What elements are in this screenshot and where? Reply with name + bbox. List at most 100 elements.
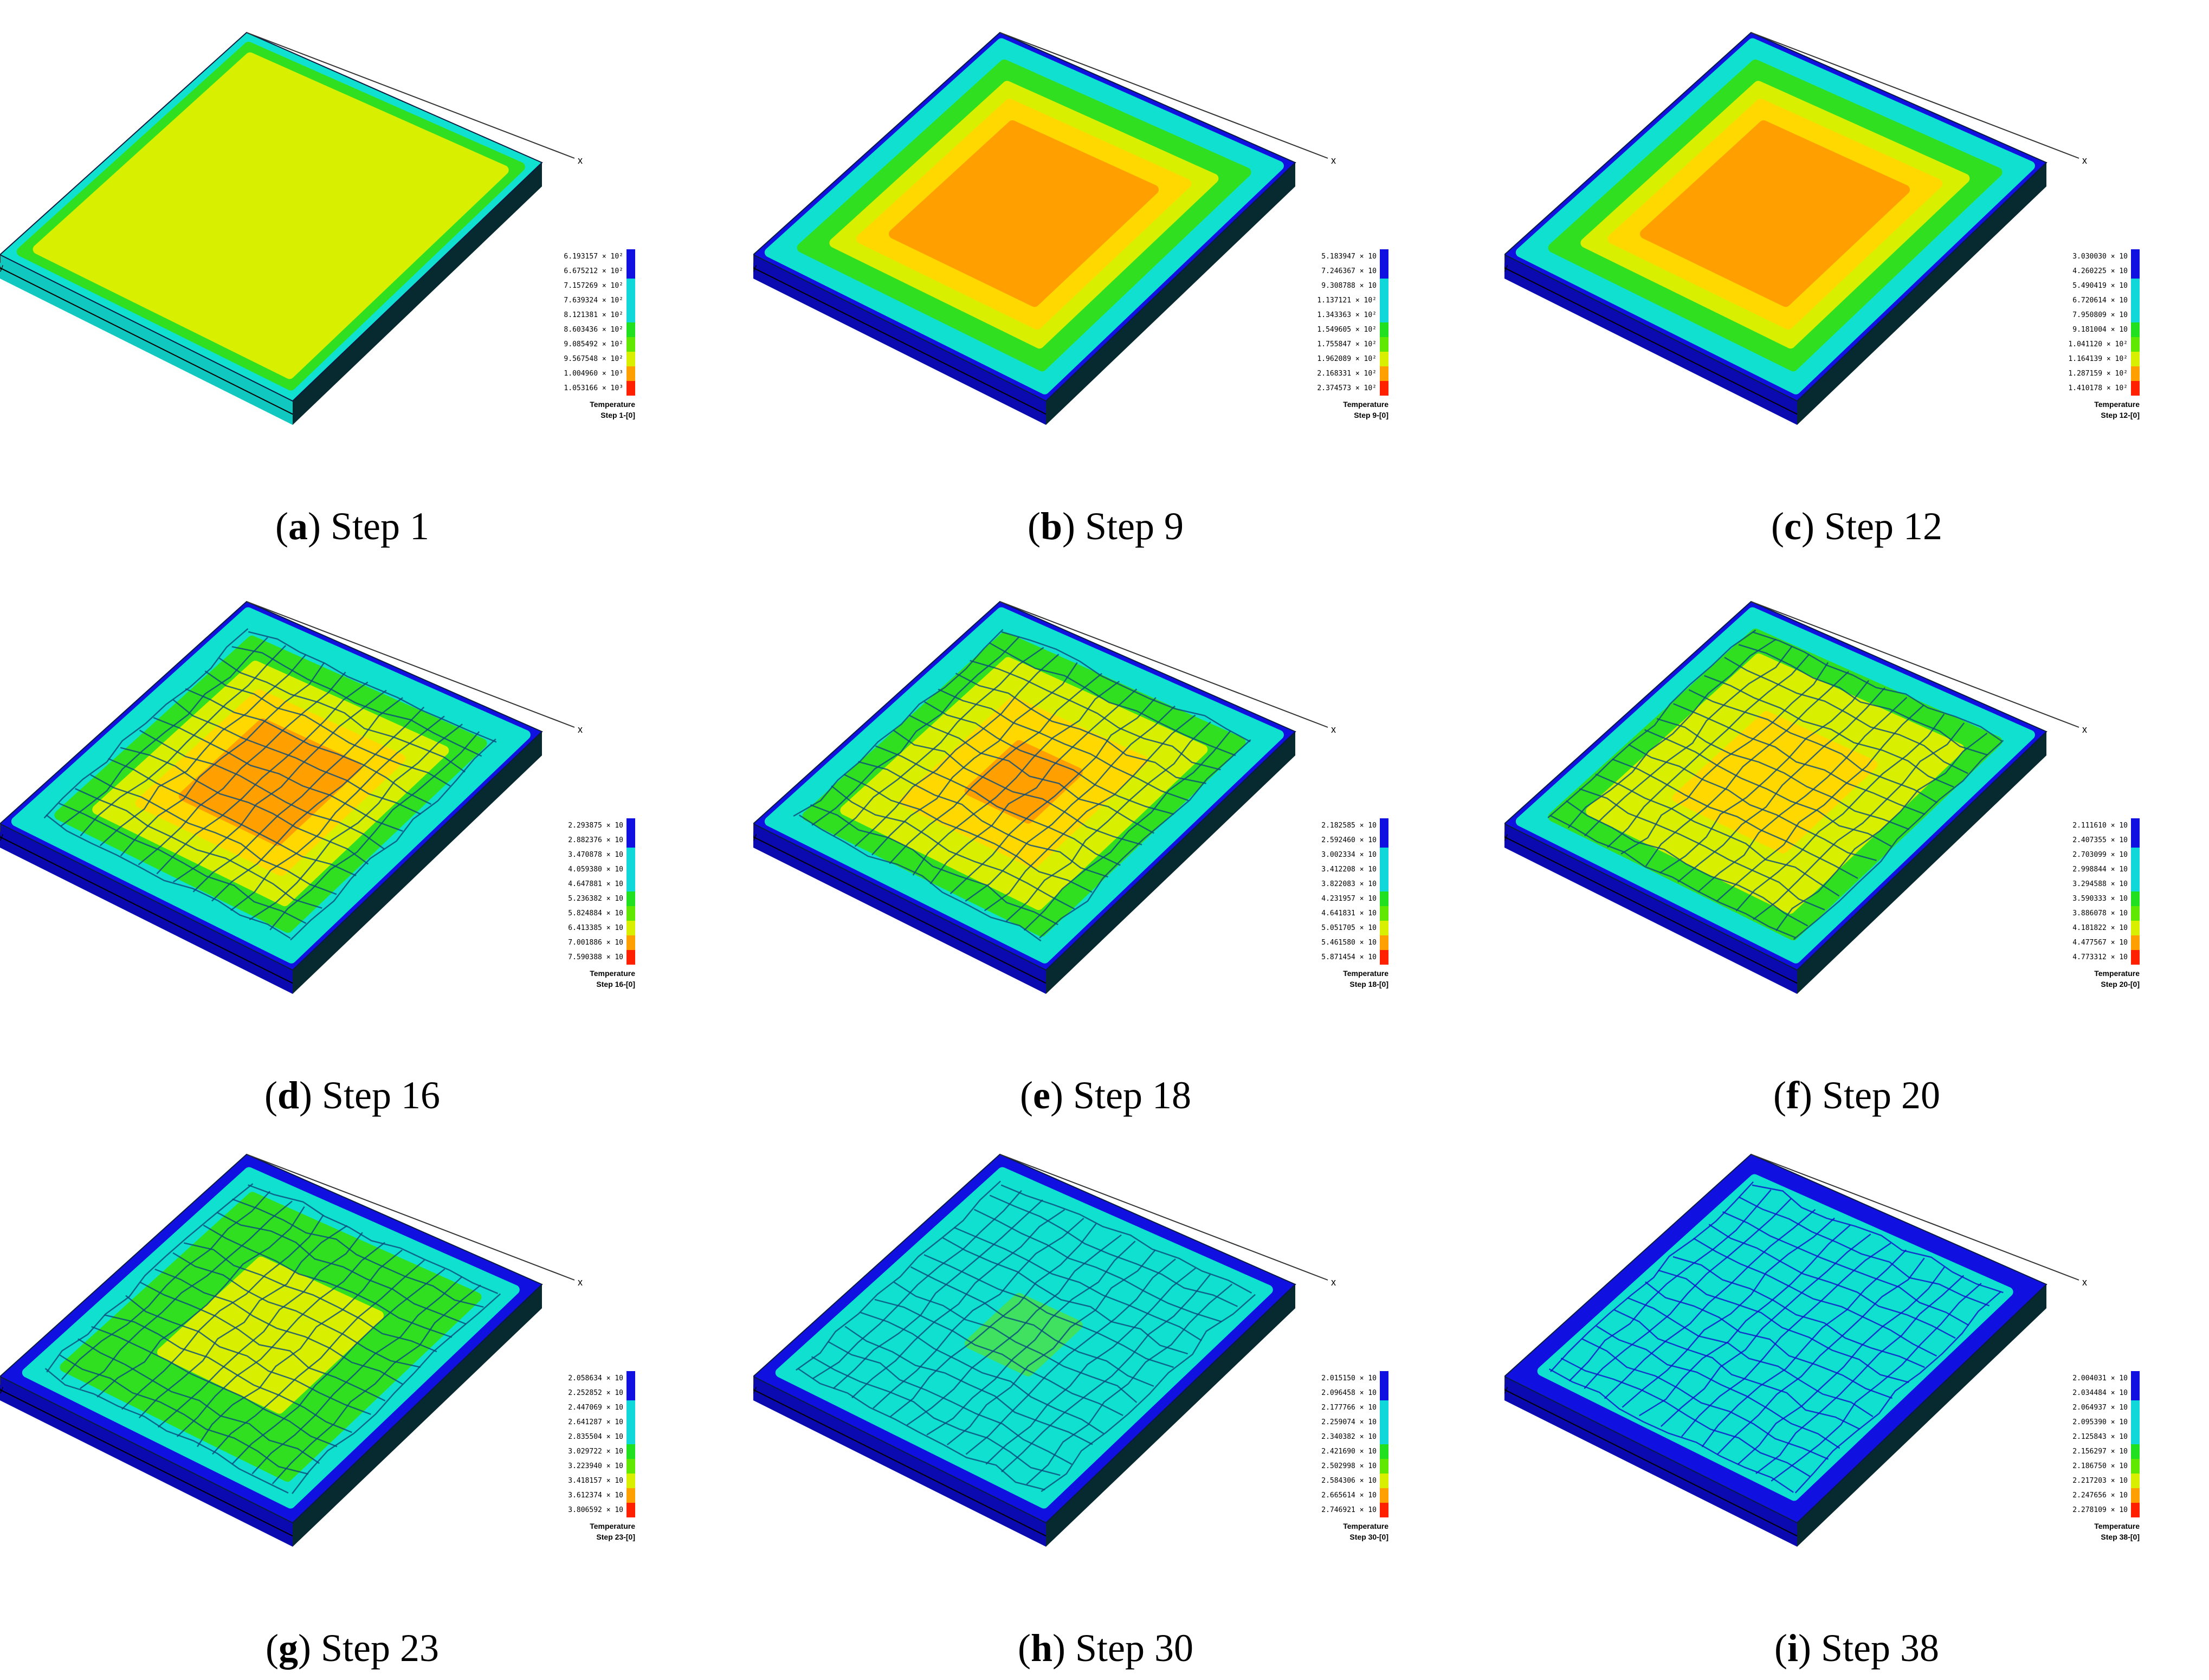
panel-caption-text: ) Step 23 bbox=[298, 1626, 439, 1670]
crack-network bbox=[44, 1183, 501, 1494]
legend-swatch bbox=[2131, 862, 2140, 877]
legend-value: 2.447069 × 10 bbox=[568, 1404, 623, 1412]
legend-value: 9.181004 × 10 bbox=[2072, 326, 2128, 334]
panel-f: x y 2.111610 × 10 2.407355 × 10 2.703099 × 1… bbox=[1504, 585, 2209, 1127]
legend-swatch bbox=[2131, 950, 2140, 965]
legend-value: 2.293875 × 10 bbox=[568, 822, 623, 830]
legend-value: 2.407355 × 10 bbox=[2072, 836, 2128, 844]
legend-row: 2.217203 × 10 bbox=[2052, 1474, 2144, 1488]
y-axis-marker: y bbox=[753, 1385, 757, 1394]
legend-swatch bbox=[2131, 322, 2140, 337]
plate-right-side bbox=[1797, 163, 2046, 425]
plate-front-side bbox=[753, 1377, 1046, 1547]
temperature-zone-2 bbox=[33, 52, 509, 379]
plate-right-side bbox=[293, 732, 542, 994]
legend-swatch bbox=[1380, 906, 1388, 921]
plate-layer-seam bbox=[1504, 1389, 1798, 1537]
legend-step: Step 16-[0] bbox=[596, 980, 635, 988]
legend-value: 2.340382 × 10 bbox=[1321, 1433, 1377, 1441]
legend-value: 3.822083 × 10 bbox=[1321, 880, 1377, 888]
plate-outline bbox=[753, 1153, 1296, 1524]
panel-caption: (a) Step 1 bbox=[275, 505, 429, 548]
legend-step: Step 23-[0] bbox=[596, 1533, 635, 1541]
legend-step: Step 20-[0] bbox=[2101, 980, 2140, 988]
legend-row: 6.720614 × 10 bbox=[2052, 293, 2144, 308]
legend-row: 8.121381 × 10² bbox=[547, 308, 640, 322]
legend-swatch bbox=[2131, 1474, 2140, 1488]
legend-value: 2.177766 × 10 bbox=[1321, 1404, 1377, 1412]
legend-value: 3.002334 × 10 bbox=[1321, 851, 1377, 859]
plate-render: xy bbox=[0, 1153, 583, 1547]
legend-swatch bbox=[1380, 1400, 1388, 1415]
legend-value: 1.004960 × 10³ bbox=[564, 370, 623, 378]
plate-front-side bbox=[0, 1377, 293, 1547]
legend-row: 1.137121 × 10² bbox=[1301, 293, 1393, 308]
legend-value: 4.059380 × 10 bbox=[568, 865, 623, 874]
legend-row: 2.703099 × 10 bbox=[2052, 848, 2144, 862]
temperature-legend: 6.193157 × 10² 6.675212 × 10² 7.157269 × 1… bbox=[547, 249, 640, 421]
legend-swatch bbox=[626, 1371, 635, 1386]
panel-letter: e bbox=[1033, 1074, 1050, 1117]
plate-front-side bbox=[753, 824, 1046, 994]
legend-swatch bbox=[2131, 1459, 2140, 1474]
panel-caption-text: ) Step 38 bbox=[1798, 1626, 1939, 1670]
y-axis-marker: y bbox=[1504, 832, 1508, 841]
legend-swatch bbox=[2131, 877, 2140, 891]
plate-right-side bbox=[1046, 732, 1295, 994]
legend-swatch bbox=[626, 293, 635, 308]
legend-row: 1.549605 × 10² bbox=[1301, 322, 1393, 337]
legend-swatch bbox=[626, 818, 635, 833]
legend-row: 2.882376 × 10 bbox=[547, 833, 640, 848]
plate-right-side bbox=[1797, 1284, 2046, 1547]
plate-layer-seam bbox=[0, 1389, 293, 1537]
legend-value: 2.247656 × 10 bbox=[2072, 1491, 2128, 1500]
legend-value: 2.502998 × 10 bbox=[1321, 1462, 1377, 1470]
legend-row: 2.182585 × 10 bbox=[1301, 818, 1393, 833]
legend-swatch bbox=[626, 862, 635, 877]
legend-value: 2.835504 × 10 bbox=[568, 1433, 623, 1441]
legend-value: 9.567548 × 10² bbox=[564, 355, 623, 363]
plate-layer-seam bbox=[1504, 267, 1798, 415]
x-axis-marker: x bbox=[2082, 724, 2087, 735]
legend-value: 4.477567 × 10 bbox=[2072, 939, 2128, 947]
y-axis-marker: y bbox=[1504, 263, 1508, 272]
panel-letter: c bbox=[1784, 505, 1801, 548]
legend-value: 2.058634 × 10 bbox=[568, 1374, 623, 1382]
plate-outline bbox=[1504, 600, 2047, 971]
legend-swatch bbox=[626, 381, 635, 396]
plate-right-side bbox=[1046, 163, 1295, 425]
plate-layer-seam bbox=[0, 836, 293, 984]
legend-swatch bbox=[1380, 366, 1388, 381]
x-axis-marker: x bbox=[578, 155, 583, 166]
legend-title: Temperature Step 38-[0] bbox=[2052, 1521, 2140, 1542]
legend-swatch bbox=[2131, 1444, 2140, 1459]
legend-swatch bbox=[1380, 1371, 1388, 1386]
legend-value: 2.592460 × 10 bbox=[1321, 836, 1377, 844]
legend-row: 4.641831 × 10 bbox=[1301, 906, 1393, 921]
legend-row: 5.051705 × 10 bbox=[1301, 921, 1393, 935]
legend-step: Step 12-[0] bbox=[2101, 411, 2140, 419]
legend-title: Temperature Step 23-[0] bbox=[547, 1521, 635, 1542]
legend-value: 3.590333 × 10 bbox=[2072, 895, 2128, 903]
plate-front-side bbox=[753, 255, 1046, 425]
plate-render: xy bbox=[753, 31, 1336, 425]
legend-value: 5.871454 × 10 bbox=[1321, 953, 1377, 961]
legend-value: 3.612374 × 10 bbox=[568, 1491, 623, 1500]
plate-render: xy bbox=[1504, 1153, 2087, 1547]
legend-row: 7.246367 × 10 bbox=[1301, 264, 1393, 279]
plate-outline bbox=[1504, 1153, 2047, 1524]
legend-row: 2.004031 × 10 bbox=[2052, 1371, 2144, 1386]
plate-render: xy bbox=[0, 31, 583, 425]
legend-swatch bbox=[626, 950, 635, 965]
plate-layer-seam bbox=[0, 267, 293, 415]
panel-letter: d bbox=[277, 1074, 300, 1117]
legend-row: 2.502998 × 10 bbox=[1301, 1459, 1393, 1474]
temperature-legend: 2.015150 × 10 2.096458 × 10 2.177766 × 10 2… bbox=[1301, 1371, 1393, 1542]
legend-value: 1.755847 × 10² bbox=[1317, 340, 1377, 348]
legend-row: 2.374573 × 10² bbox=[1301, 381, 1393, 396]
legend-quantity: Temperature bbox=[590, 400, 635, 409]
plate-front-side bbox=[1504, 255, 1797, 425]
legend-value: 5.490419 × 10 bbox=[2072, 282, 2128, 290]
legend-swatch bbox=[1380, 352, 1388, 366]
legend-row: 5.824884 × 10 bbox=[547, 906, 640, 921]
